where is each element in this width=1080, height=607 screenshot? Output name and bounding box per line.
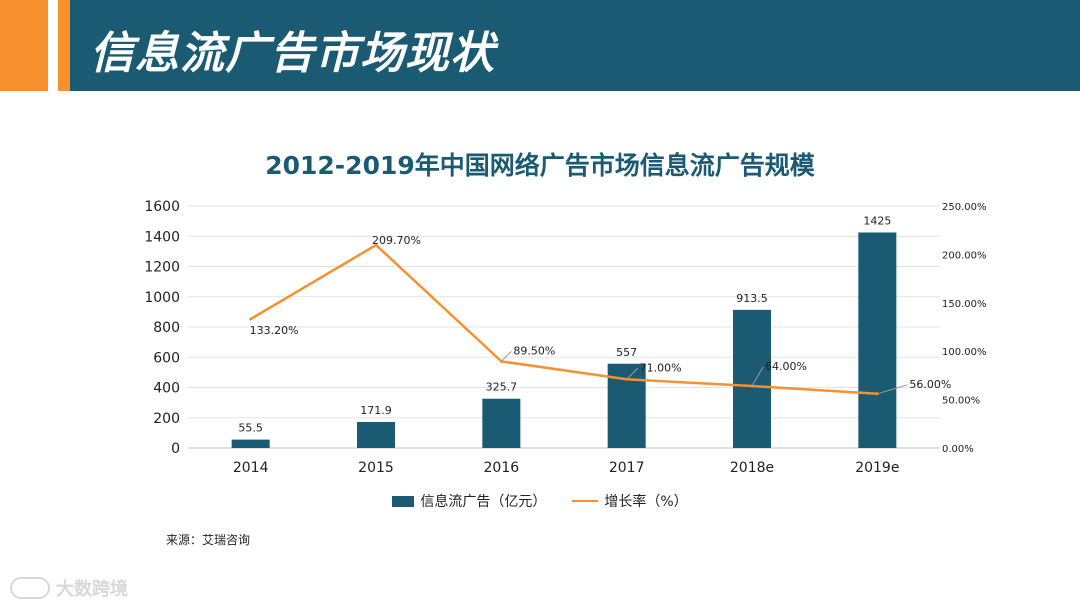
y-right-tick-label: 50.00%: [942, 396, 980, 407]
label-leader-line: [877, 384, 908, 395]
legend-item-bar: 信息流广告（亿元）: [392, 491, 546, 511]
watermark-logo-icon: [10, 577, 50, 599]
y-left-tick-label: 800: [153, 320, 180, 336]
line-data-label: 133.20%: [250, 324, 299, 337]
y-left-tick-label: 1200: [144, 260, 180, 276]
line-data-label: 71.00%: [640, 361, 682, 374]
label-leader-line: [751, 366, 764, 387]
line-data-label: 56.00%: [909, 378, 951, 391]
bar-data-label: 325.7: [486, 381, 518, 394]
accent-bar-secondary: [58, 0, 70, 91]
legend-label-bar: 信息流广告（亿元）: [420, 494, 547, 510]
legend-swatch-line: [572, 500, 599, 502]
bar: [858, 232, 897, 448]
y-left-tick-label: 400: [153, 381, 180, 397]
growth-line: [250, 243, 878, 396]
bar-data-label: 913.5: [736, 292, 768, 305]
watermark-text: 大数跨境: [56, 579, 128, 600]
x-tick-label: 2015: [358, 460, 394, 476]
line-data-label: 209.70%: [372, 234, 421, 247]
line-data-label: 89.50%: [513, 344, 555, 357]
x-tick-label: 2014: [233, 460, 269, 476]
x-tick-label: 2016: [484, 460, 520, 476]
bar-data-label: 557: [616, 346, 637, 359]
y-left-tick-label: 1400: [144, 229, 180, 245]
label-leader-line: [500, 351, 512, 362]
y-right-tick-label: 150.00%: [942, 299, 987, 310]
x-tick-label: 2017: [609, 460, 645, 476]
accent-bar: [0, 0, 48, 91]
y-right-tick-label: 100.00%: [942, 347, 987, 358]
bar: [231, 439, 270, 448]
chart-legend: 信息流广告（亿元） 增长率（%）: [0, 491, 1080, 511]
x-tick-label: 2019e: [855, 460, 899, 476]
legend-label-line: 增长率（%）: [604, 494, 688, 510]
y-right-tick-label: 0.00%: [942, 444, 974, 455]
line-data-label: 64.00%: [765, 360, 807, 373]
combo-chart: 0 200 400 600 800 1000 1200 1400 1600 0.00% 50.00%…: [144, 199, 987, 476]
bar-data-label: 55.5: [238, 422, 263, 435]
bar-data-label: 171.9: [360, 404, 392, 417]
y-left-tick-label: 600: [153, 350, 180, 366]
bar: [357, 422, 395, 448]
line-point: [249, 317, 253, 321]
line-point: [374, 243, 378, 247]
page-title: 信息流广告市场现状: [90, 28, 495, 79]
y-right-tick-label: 200.00%: [942, 250, 987, 261]
legend-swatch-bar: [392, 495, 415, 507]
y-right-tick-label: 250.00%: [942, 202, 987, 213]
chart-title: 2012-2019年中国网络广告市场信息流广告规模: [265, 151, 815, 180]
y-left-tick-label: 200: [153, 411, 180, 427]
label-leader-line: [626, 367, 639, 380]
source-note: 来源：艾瑞咨询: [166, 533, 251, 547]
bar: [482, 398, 521, 448]
y-left-tick-label: 1600: [144, 199, 180, 215]
y-left-tick-label: 1000: [144, 290, 180, 306]
watermark: 大数跨境: [10, 575, 128, 601]
legend-item-line: 增长率（%）: [572, 491, 688, 511]
x-tick-label: 2018e: [730, 460, 774, 476]
bar-data-label: 1425: [863, 214, 891, 227]
bar: [733, 309, 771, 448]
y-left-tick-label: 0: [171, 441, 180, 457]
header-banner: 信息流广告市场现状: [0, 0, 1080, 91]
